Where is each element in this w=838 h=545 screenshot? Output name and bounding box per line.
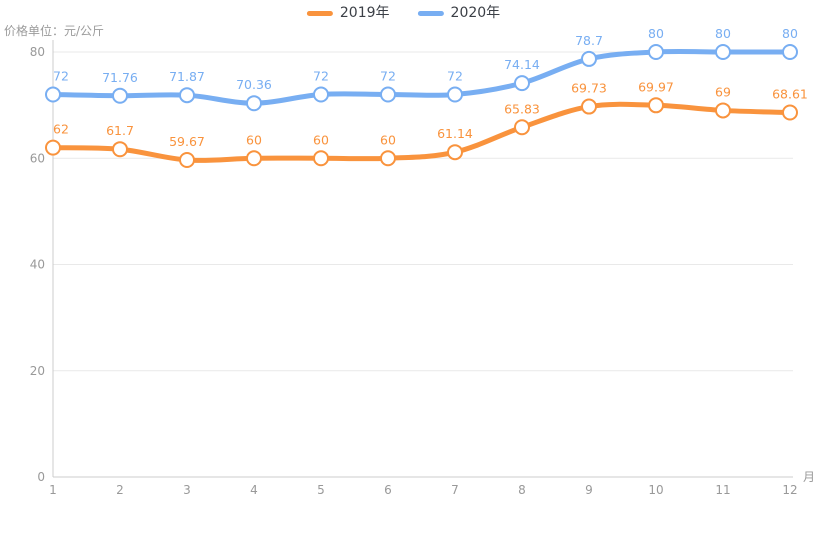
data-point-2019年-m1[interactable] bbox=[45, 139, 61, 156]
data-point-2020年-m1[interactable] bbox=[45, 86, 61, 103]
data-label-2020年-m12: 80 bbox=[782, 26, 798, 41]
series-line-2019年 bbox=[50, 101, 793, 163]
data-point-2020年-m7[interactable] bbox=[447, 86, 463, 103]
data-label-2020年-m6: 72 bbox=[380, 69, 396, 84]
data-label-2019年-m2: 61.7 bbox=[106, 123, 134, 138]
y-tick-label-20: 20 bbox=[30, 364, 45, 378]
data-label-2019年-m11: 69 bbox=[715, 84, 731, 99]
data-point-2020年-m11[interactable] bbox=[715, 44, 731, 60]
data-label-2020年-m3: 71.87 bbox=[169, 69, 205, 84]
y-tick-label-80: 80 bbox=[30, 45, 45, 59]
data-label-2020年-m11: 80 bbox=[715, 26, 731, 41]
data-label-2019年-m5: 60 bbox=[313, 132, 329, 147]
y-tick-label-60: 60 bbox=[30, 151, 45, 165]
chart-legend: 2019年 2020年 bbox=[306, 5, 501, 21]
x-tick-label-1: 1 bbox=[49, 483, 57, 497]
x-tick-label-11: 11 bbox=[715, 483, 730, 497]
data-label-2020年-m2: 71.76 bbox=[102, 70, 138, 85]
y-tick-label-0: 0 bbox=[37, 470, 45, 484]
data-point-2019年-m5[interactable] bbox=[313, 150, 329, 167]
data-point-2020年-m2[interactable] bbox=[112, 87, 128, 104]
x-tick-label-10: 10 bbox=[648, 483, 663, 497]
x-tick-label-7: 7 bbox=[451, 483, 459, 497]
legend-item-2019[interactable]: 2019年 bbox=[306, 5, 390, 21]
data-label-2019年-m1: 62 bbox=[53, 122, 69, 137]
data-point-2019年-m2[interactable] bbox=[112, 141, 128, 158]
data-point-2020年-m8[interactable] bbox=[514, 75, 530, 92]
data-label-2019年-m10: 69.97 bbox=[638, 79, 674, 94]
x-axis-unit-label: 月 bbox=[803, 470, 815, 484]
data-label-2019年-m8: 65.83 bbox=[504, 101, 540, 116]
data-point-2020年-m10[interactable] bbox=[648, 44, 664, 60]
data-label-2020年-m7: 72 bbox=[447, 69, 463, 84]
legend-item-2020[interactable]: 2020年 bbox=[417, 5, 501, 21]
data-label-2020年-m8: 74.14 bbox=[504, 57, 540, 72]
x-tick-label-6: 6 bbox=[384, 483, 392, 497]
data-label-2020年-m5: 72 bbox=[313, 69, 329, 84]
x-tick-label-9: 9 bbox=[585, 483, 593, 497]
data-point-2019年-m8[interactable] bbox=[514, 119, 530, 136]
data-point-2020年-m9[interactable] bbox=[581, 50, 597, 67]
data-label-2020年-m4: 70.36 bbox=[236, 77, 272, 92]
data-label-2020年-m9: 78.7 bbox=[575, 33, 603, 48]
data-label-2019年-m9: 69.73 bbox=[571, 81, 607, 96]
x-tick-label-4: 4 bbox=[250, 483, 258, 497]
data-label-2019年-m4: 60 bbox=[246, 132, 262, 147]
series-line-2020年 bbox=[50, 48, 793, 106]
data-point-2019年-m10[interactable] bbox=[648, 97, 664, 114]
data-point-2019年-m9[interactable] bbox=[581, 98, 597, 115]
data-label-2019年-m12: 68.61 bbox=[772, 87, 808, 102]
data-label-2019年-m7: 61.14 bbox=[437, 126, 473, 141]
data-point-2020年-m4[interactable] bbox=[246, 95, 262, 112]
data-point-2020年-m12[interactable] bbox=[782, 44, 798, 60]
data-label-2019年-m6: 60 bbox=[380, 132, 396, 147]
data-point-2019年-m6[interactable] bbox=[380, 150, 396, 167]
x-tick-label-3: 3 bbox=[183, 483, 191, 497]
data-point-2019年-m7[interactable] bbox=[447, 144, 463, 161]
legend-label-2019: 2019年 bbox=[339, 5, 390, 21]
data-point-2020年-m3[interactable] bbox=[179, 87, 195, 104]
data-label-2019年-m3: 59.67 bbox=[169, 134, 205, 149]
data-point-2020年-m5[interactable] bbox=[313, 86, 329, 103]
x-tick-label-8: 8 bbox=[518, 483, 526, 497]
data-label-2020年-m10: 80 bbox=[648, 26, 664, 41]
data-point-2019年-m12[interactable] bbox=[782, 104, 798, 121]
data-point-2020年-m6[interactable] bbox=[380, 86, 396, 103]
data-point-2019年-m11[interactable] bbox=[715, 102, 731, 119]
data-point-2019年-m3[interactable] bbox=[179, 152, 195, 169]
legend-label-2020: 2020年 bbox=[450, 5, 501, 21]
legend-swatch-2019-icon bbox=[306, 10, 333, 16]
x-tick-label-12: 12 bbox=[782, 483, 797, 497]
x-tick-label-2: 2 bbox=[116, 483, 124, 497]
y-axis-unit-label: 价格单位：元/公斤 bbox=[4, 24, 105, 38]
data-label-2020年-m1: 72 bbox=[53, 69, 69, 84]
legend-swatch-2020-icon bbox=[417, 10, 444, 16]
data-point-2019年-m4[interactable] bbox=[246, 150, 262, 167]
x-tick-label-5: 5 bbox=[317, 483, 325, 497]
y-tick-label-40: 40 bbox=[30, 258, 45, 272]
